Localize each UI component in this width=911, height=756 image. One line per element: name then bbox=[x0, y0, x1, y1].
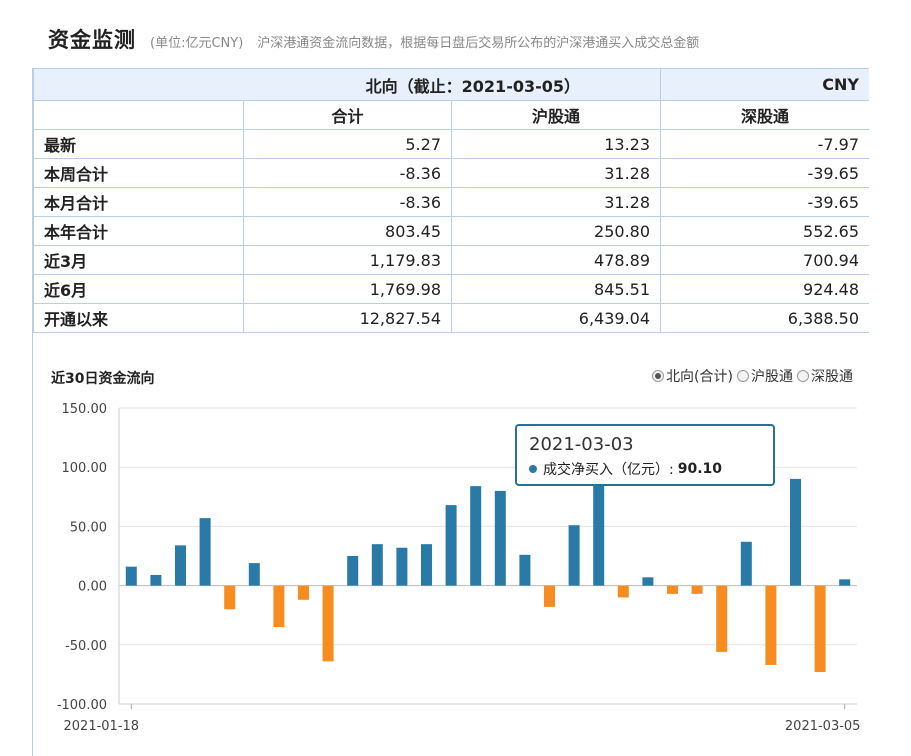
bar bbox=[150, 574, 162, 586]
radio-unchecked-icon bbox=[737, 370, 749, 382]
table-row: 近6月 1,769.98 845.51 924.48 bbox=[33, 274, 869, 304]
series-radio-group: 北向(合计) 沪股通 深股通 bbox=[648, 366, 853, 386]
y-tick-label: -100.00 bbox=[57, 698, 107, 713]
cell-total: 1,769.98 bbox=[243, 274, 452, 304]
cell-sh: 478.89 bbox=[450, 245, 662, 275]
table-row: 本年合计 803.45 250.80 552.65 bbox=[33, 216, 869, 246]
bar bbox=[593, 478, 605, 586]
y-tick-label: 0.00 bbox=[78, 580, 107, 595]
row-label: 近6月 bbox=[33, 274, 244, 304]
bar bbox=[642, 577, 654, 586]
cell-sh: 13.23 bbox=[450, 129, 662, 159]
bar bbox=[740, 541, 752, 586]
y-tick-label: 50.00 bbox=[70, 520, 107, 535]
x-tick-label: 2021-01-18 bbox=[64, 719, 140, 734]
radio-northbound-total[interactable]: 北向(合计) bbox=[652, 366, 733, 386]
bar bbox=[519, 554, 531, 586]
cell-sh: 6,439.04 bbox=[450, 303, 662, 333]
bar bbox=[790, 478, 801, 586]
bar bbox=[396, 547, 408, 586]
table-row: 近3月 1,179.83 478.89 700.94 bbox=[33, 245, 869, 275]
page-title: 资金监测 bbox=[48, 28, 136, 52]
bar bbox=[544, 585, 555, 607]
x-tick-label: 2021-03-05 bbox=[785, 719, 861, 734]
flow-bar-chart: 150.00 100.00 50.00 0.00 -50.00 -100.00 2021-0… bbox=[57, 402, 861, 734]
bar bbox=[298, 585, 309, 600]
page-description: 沪深港通资金流向数据，根据每日盘后交易所公布的沪深港通买入成交总金额 bbox=[257, 36, 700, 51]
bar bbox=[765, 585, 777, 665]
page-header: 资金监测 (单位:亿元CNY) 沪深港通资金流向数据，根据每日盘后交易所公布的沪… bbox=[48, 24, 870, 58]
cell-sh: 31.28 bbox=[450, 187, 662, 217]
row-label: 近3月 bbox=[33, 245, 244, 275]
bar bbox=[445, 505, 457, 586]
column-header-sz: 深股通 bbox=[660, 100, 869, 130]
radio-label: 北向(合计) bbox=[666, 369, 733, 385]
bar bbox=[322, 585, 334, 662]
cell-total: 803.45 bbox=[243, 216, 452, 246]
bar bbox=[224, 585, 236, 610]
bar bbox=[125, 566, 137, 586]
bar bbox=[248, 563, 260, 586]
cell-total: -8.36 bbox=[243, 187, 452, 217]
bar bbox=[667, 585, 678, 594]
table-header-row: 合计 沪股通 深股通 bbox=[33, 100, 869, 130]
tooltip-date: 2021-03-03 bbox=[529, 434, 634, 455]
table-row: 最新 5.27 13.23 -7.97 bbox=[33, 129, 869, 159]
chart-tooltip: 2021-03-03 成交净买入（亿元）: 90.10 bbox=[515, 424, 775, 486]
table-row: 开通以来 12,827.54 6,439.04 6,388.50 bbox=[33, 303, 869, 333]
cell-total: 1,179.83 bbox=[243, 245, 452, 275]
row-label: 本年合计 bbox=[33, 216, 244, 246]
radio-shenzhen-connect[interactable]: 深股通 bbox=[797, 366, 853, 386]
radio-shanghai-connect[interactable]: 沪股通 bbox=[737, 366, 793, 386]
cell-sz: 700.94 bbox=[660, 245, 869, 275]
bar bbox=[273, 585, 285, 628]
tooltip-value: 90.10 bbox=[677, 461, 723, 477]
bar bbox=[568, 525, 580, 586]
monitor-panel: 北向（截止：2021-03-05） CNY 合计 沪股通 深股通 最新 5.27… bbox=[32, 68, 869, 756]
bar bbox=[839, 579, 851, 586]
chart-title: 近30日资金流向 bbox=[51, 371, 155, 387]
y-tick-label: 100.00 bbox=[62, 461, 108, 476]
bar bbox=[716, 585, 728, 652]
row-label: 最新 bbox=[33, 129, 244, 159]
bar bbox=[421, 544, 432, 586]
bar bbox=[617, 585, 629, 598]
bar bbox=[347, 556, 359, 586]
bar bbox=[175, 545, 186, 586]
radio-unchecked-icon bbox=[797, 370, 809, 382]
column-header-total: 合计 bbox=[243, 100, 452, 130]
y-tick-label: -50.00 bbox=[65, 639, 107, 654]
direction-title: 北向（截止：2021-03-05） bbox=[33, 68, 662, 101]
row-label: 开通以来 bbox=[33, 303, 244, 333]
bar bbox=[470, 486, 482, 586]
cell-sh: 845.51 bbox=[450, 274, 662, 304]
cell-sz: 924.48 bbox=[660, 274, 869, 304]
series-dot-icon bbox=[529, 465, 537, 473]
cell-sh: 250.80 bbox=[450, 216, 662, 246]
tooltip-row: 成交净买入（亿元）: 90.10 bbox=[529, 459, 761, 479]
column-header-sh: 沪股通 bbox=[450, 100, 662, 130]
table-row: 本周合计 -8.36 31.28 -39.65 bbox=[33, 158, 869, 188]
cell-sz: 6,388.50 bbox=[660, 303, 869, 333]
flow-table: 北向（截止：2021-03-05） CNY 合计 沪股通 深股通 最新 5.27… bbox=[33, 68, 869, 333]
row-label: 本月合计 bbox=[33, 187, 244, 217]
cell-total: 12,827.54 bbox=[243, 303, 452, 333]
bar bbox=[371, 544, 383, 586]
bar bbox=[691, 585, 703, 594]
cell-sz: -39.65 bbox=[660, 158, 869, 188]
cell-sz: 552.65 bbox=[660, 216, 869, 246]
unit-label: (单位:亿元CNY) bbox=[150, 36, 244, 51]
radio-checked-icon bbox=[652, 370, 665, 382]
y-tick-label: 150.00 bbox=[62, 402, 108, 417]
bar bbox=[494, 490, 506, 586]
radio-label: 沪股通 bbox=[751, 369, 793, 385]
cell-sh: 31.28 bbox=[450, 158, 662, 188]
bar bbox=[199, 518, 211, 586]
bar bbox=[814, 585, 826, 673]
table-title-row: 北向（截止：2021-03-05） CNY bbox=[33, 68, 869, 101]
radio-label: 深股通 bbox=[811, 369, 853, 385]
tooltip-series-label: 成交净买入（亿元）: bbox=[543, 462, 674, 478]
